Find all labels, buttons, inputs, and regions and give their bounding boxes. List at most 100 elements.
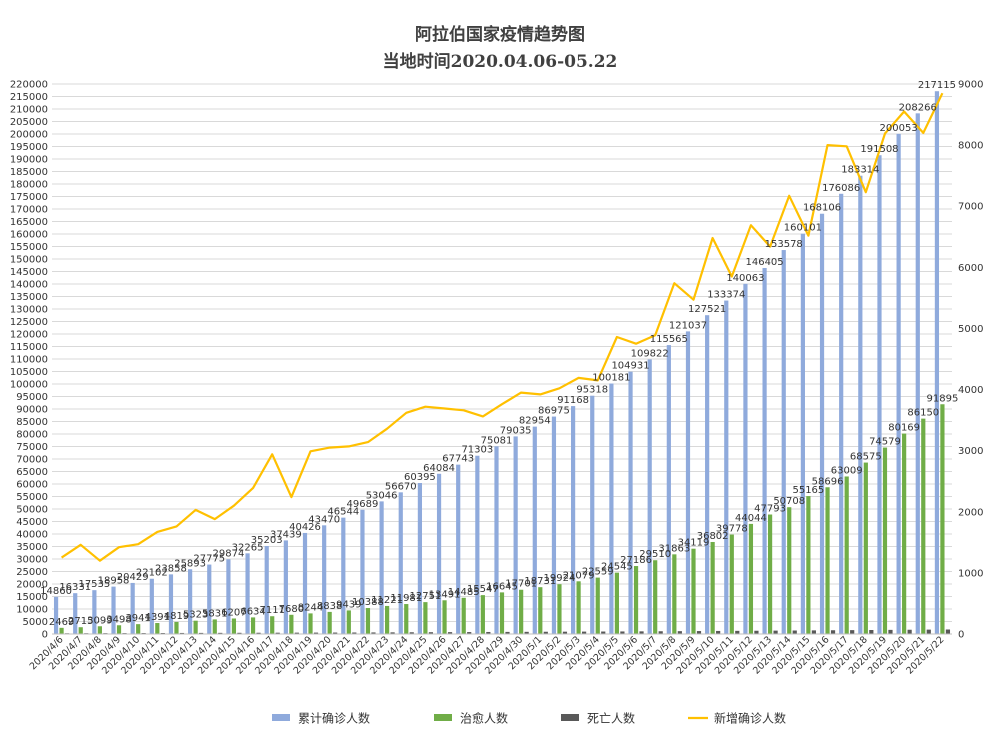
- data-label: 127521: [688, 304, 726, 315]
- bar: [658, 631, 663, 634]
- bar: [724, 300, 729, 634]
- y-left-tick-label: 10000: [16, 605, 48, 616]
- bar: [934, 91, 940, 634]
- bar: [691, 548, 696, 634]
- bar: [302, 532, 308, 634]
- bar: [915, 113, 920, 634]
- data-label: 7111: [259, 605, 284, 616]
- y-right-tick-label: 4000: [958, 385, 983, 396]
- data-label: 47793: [754, 504, 786, 515]
- data-label: 31863: [658, 543, 690, 554]
- data-label: 4391: [145, 612, 170, 623]
- y-left-tick-label: 90000: [16, 405, 48, 416]
- bar: [428, 632, 434, 634]
- data-label: 55165: [792, 485, 824, 496]
- data-label: 79035: [500, 425, 532, 436]
- bar: [360, 509, 365, 634]
- y-right-tick-label: 5000: [958, 324, 983, 335]
- bar: [346, 610, 351, 634]
- bar: [735, 630, 740, 634]
- data-label: 208266: [899, 102, 937, 113]
- data-label: 25893: [174, 558, 206, 569]
- bar: [505, 631, 510, 634]
- data-label: 63009: [831, 465, 863, 476]
- bar: [237, 632, 242, 634]
- bar: [705, 315, 710, 634]
- data-label: 39778: [716, 524, 748, 535]
- bar: [188, 569, 193, 634]
- data-label: 13491: [429, 589, 461, 600]
- data-label: 86150: [907, 408, 939, 419]
- data-label: 17535: [78, 579, 110, 590]
- data-label: 16645: [486, 581, 518, 592]
- data-label: 15547: [467, 584, 499, 595]
- bar: [417, 483, 423, 634]
- bar: [882, 447, 888, 634]
- y-left-tick-label: 40000: [16, 530, 48, 541]
- bar: [858, 175, 863, 634]
- y-left-tick-label: 145000: [10, 267, 48, 278]
- y-right-tick-label: 9000: [958, 80, 983, 91]
- bar: [888, 629, 893, 634]
- data-label: 11221: [371, 595, 403, 606]
- data-label: 74579: [869, 437, 901, 448]
- y-left-tick-label: 155000: [10, 242, 48, 253]
- data-label: 14485: [448, 587, 480, 598]
- y-left-tick-label: 195000: [10, 142, 48, 153]
- y-left-tick-label: 125000: [10, 317, 48, 328]
- bar: [264, 545, 269, 634]
- bar: [877, 155, 882, 635]
- bar: [754, 630, 759, 634]
- data-label: 100181: [592, 373, 630, 384]
- bar: [256, 632, 261, 634]
- bar: [601, 631, 606, 634]
- data-label: 67743: [442, 454, 474, 465]
- bar: [149, 578, 154, 634]
- y-right-tick-label: 2000: [958, 507, 983, 518]
- bar: [907, 629, 912, 634]
- chart-title: 阿拉伯国家疫情趋势图: [415, 25, 585, 45]
- data-label: 121037: [669, 320, 707, 331]
- data-label: 109822: [631, 348, 669, 359]
- data-label: 10388: [352, 597, 384, 608]
- bar: [130, 582, 135, 634]
- bar: [92, 590, 97, 634]
- data-label: 29874: [213, 548, 245, 559]
- bar: [289, 614, 294, 634]
- bar: [792, 630, 797, 634]
- bar: [409, 632, 414, 634]
- data-label: 68575: [850, 452, 882, 463]
- y-left-tick-label: 190000: [10, 155, 48, 166]
- data-label: 20429: [117, 572, 149, 583]
- bar: [78, 627, 83, 634]
- bar: [111, 586, 116, 634]
- y-right-tick-label: 8000: [958, 141, 983, 152]
- bar: [896, 133, 901, 634]
- bar: [327, 611, 332, 634]
- bar: [193, 620, 198, 634]
- bar: [830, 630, 836, 634]
- data-label: 2469: [49, 617, 74, 628]
- y-left-tick-label: 165000: [10, 217, 48, 228]
- data-label: 53046: [366, 490, 398, 501]
- data-label: 183314: [841, 165, 879, 176]
- bar: [283, 540, 288, 634]
- y-left-tick-label: 215000: [10, 92, 48, 103]
- data-label: 50708: [773, 496, 805, 507]
- bar: [275, 632, 280, 634]
- data-label: 8838: [317, 601, 342, 612]
- bar: [467, 632, 472, 634]
- y-left-tick-label: 140000: [10, 280, 48, 291]
- bar: [628, 371, 633, 634]
- bar: [781, 250, 786, 634]
- y-left-tick-label: 220000: [10, 80, 48, 91]
- bar: [729, 534, 734, 634]
- data-label: 46544: [327, 507, 359, 518]
- data-label: 3498: [106, 614, 131, 625]
- bar: [365, 608, 371, 634]
- bar: [614, 572, 619, 634]
- y-left-tick-label: 45000: [16, 517, 48, 528]
- bar: [442, 600, 447, 634]
